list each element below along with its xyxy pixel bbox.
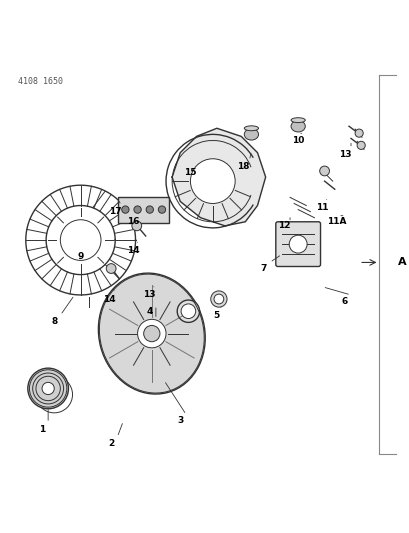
- Circle shape: [134, 206, 141, 213]
- Text: A: A: [397, 257, 405, 268]
- Ellipse shape: [177, 300, 199, 322]
- Text: 6: 6: [341, 296, 347, 305]
- Ellipse shape: [290, 118, 305, 123]
- FancyBboxPatch shape: [118, 197, 169, 223]
- Circle shape: [132, 221, 141, 231]
- Circle shape: [181, 304, 195, 319]
- Text: 14: 14: [127, 246, 139, 255]
- Text: 13: 13: [143, 290, 156, 300]
- Circle shape: [42, 382, 54, 394]
- Circle shape: [121, 206, 129, 213]
- Circle shape: [60, 220, 101, 261]
- Text: 5: 5: [213, 311, 220, 320]
- Text: 17: 17: [109, 207, 121, 216]
- Circle shape: [213, 294, 223, 304]
- Text: 13: 13: [338, 150, 351, 159]
- Circle shape: [190, 159, 235, 204]
- Text: 1: 1: [39, 425, 45, 434]
- Text: 2: 2: [108, 439, 114, 448]
- Circle shape: [106, 264, 116, 273]
- Text: 11: 11: [315, 203, 328, 212]
- Text: 14: 14: [103, 295, 115, 303]
- FancyBboxPatch shape: [275, 222, 320, 266]
- Text: 12: 12: [277, 221, 290, 230]
- Circle shape: [143, 326, 160, 342]
- Circle shape: [319, 166, 329, 176]
- Circle shape: [354, 129, 362, 137]
- Text: 9: 9: [77, 252, 84, 261]
- Text: 8: 8: [51, 317, 57, 326]
- Circle shape: [158, 206, 165, 213]
- Ellipse shape: [36, 376, 72, 413]
- Circle shape: [137, 319, 166, 348]
- Ellipse shape: [98, 273, 205, 394]
- Text: 4: 4: [146, 306, 153, 316]
- Text: 7: 7: [260, 264, 266, 273]
- Text: 15: 15: [184, 168, 196, 177]
- Polygon shape: [172, 128, 265, 226]
- Circle shape: [146, 206, 153, 213]
- Ellipse shape: [244, 128, 258, 140]
- Text: 11A: 11A: [326, 217, 346, 227]
- Ellipse shape: [210, 291, 227, 307]
- Text: 4108 1650: 4108 1650: [18, 77, 63, 86]
- Ellipse shape: [290, 120, 305, 132]
- Text: 3: 3: [177, 416, 183, 425]
- Circle shape: [356, 141, 364, 149]
- Text: 16: 16: [127, 217, 139, 227]
- Text: 18: 18: [236, 163, 249, 172]
- Text: 10: 10: [291, 136, 303, 145]
- Circle shape: [288, 235, 306, 253]
- Ellipse shape: [28, 368, 68, 409]
- Ellipse shape: [244, 126, 258, 131]
